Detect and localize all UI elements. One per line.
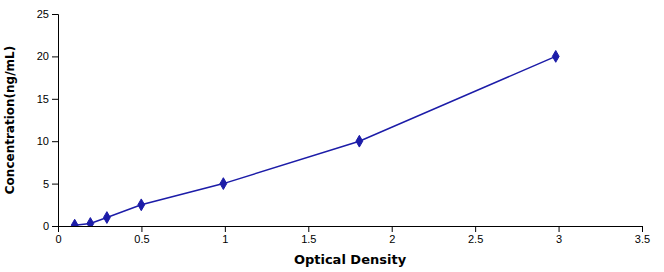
y-axis-tick: 25 <box>37 8 58 20</box>
x-axis-title: Optical Density <box>294 252 407 267</box>
y-axis-tick-mark <box>52 184 58 185</box>
x-axis-tick-label: 1 <box>222 233 228 245</box>
point <box>220 178 227 190</box>
x-axis-tick: 0.5 <box>134 226 149 245</box>
y-axis: 0 5 10 15 20 25 <box>37 8 59 232</box>
x-axis-tick-label: 3.5 <box>635 233 650 245</box>
x-axis-line <box>59 227 643 233</box>
point <box>138 199 145 211</box>
y-axis-line <box>52 15 59 227</box>
y-axis-tick: 10 <box>37 135 58 147</box>
chart: 0 0.5 1 1.5 2 2.5 3 3.5 0 5 10 15 20 25 Optical Densit… <box>0 0 664 272</box>
x-axis-tick-label: 0 <box>55 233 61 245</box>
point <box>71 219 78 226</box>
y-axis-title: Concentration(ng/mL) <box>3 46 17 194</box>
y-axis-tick: 5 <box>43 178 58 190</box>
x-axis-tick-mark <box>141 226 142 232</box>
x-axis-tick-label: 2.5 <box>468 233 483 245</box>
x-axis-tick: 2 <box>389 226 395 245</box>
y-axis-tick-label: 0 <box>43 220 49 232</box>
y-axis-tick-mark <box>52 141 58 142</box>
x-axis-tick: 0 <box>55 226 61 245</box>
y-axis-tick: 0 <box>43 220 58 232</box>
x-axis-tick: 1.5 <box>301 226 316 245</box>
x-axis-tick-label: 0.5 <box>134 233 149 245</box>
y-axis-tick-label: 25 <box>37 8 49 20</box>
y-axis-tick: 20 <box>37 50 58 62</box>
point <box>552 51 559 63</box>
x-axis-tick-label: 3 <box>556 233 562 245</box>
y-axis-tick-mark <box>52 226 58 227</box>
x-axis-tick-label: 2 <box>389 233 395 245</box>
x-axis-tick: 3.5 <box>635 226 650 245</box>
x-axis-tick-label: 1.5 <box>301 233 316 245</box>
point <box>103 212 110 224</box>
x-axis-tick: 2.5 <box>468 226 483 245</box>
x-axis-tick: 3 <box>556 226 562 245</box>
x-axis-tick: 1 <box>222 226 228 245</box>
y-axis-tick-mark <box>52 14 58 15</box>
x-axis-tick-mark <box>559 226 560 232</box>
x-axis-tick-mark <box>642 226 643 232</box>
plot: 0 0.5 1 1.5 2 2.5 3 3.5 0 5 10 15 20 25 <box>37 8 650 245</box>
x-axis-tick-mark <box>225 226 226 232</box>
x-axis: 0 0.5 1 1.5 2 2.5 3 3.5 <box>55 226 650 245</box>
y-axis-tick: 15 <box>37 93 58 105</box>
x-axis-tick-mark <box>475 226 476 232</box>
y-axis-tick-mark <box>52 99 58 100</box>
x-axis-tick-mark <box>308 226 309 232</box>
y-axis-tick-label: 5 <box>43 178 49 190</box>
y-axis-tick-label: 10 <box>37 135 49 147</box>
x-axis-tick-mark <box>392 226 393 232</box>
y-axis-tick-label: 15 <box>37 93 49 105</box>
y-axis-tick-label: 20 <box>37 50 49 62</box>
y-axis-tick-mark <box>52 56 58 57</box>
line <box>75 56 556 225</box>
marks <box>71 51 559 226</box>
point <box>356 135 363 147</box>
point <box>87 218 94 226</box>
